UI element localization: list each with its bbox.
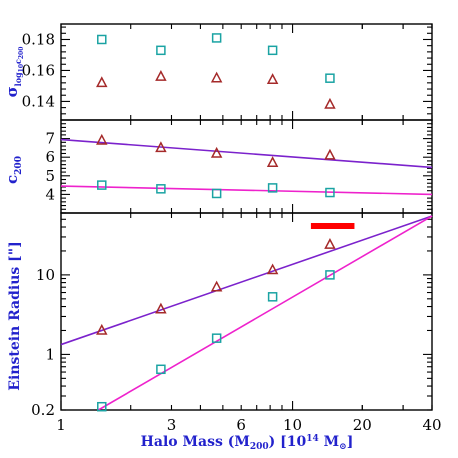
- fit-line-triangle: [60, 138, 433, 169]
- square-marker: [325, 270, 335, 280]
- square-marker: [211, 333, 222, 343]
- square-marker: [211, 188, 222, 199]
- triangle-marker: [266, 73, 279, 84]
- panel-frame-top: [60, 23, 433, 121]
- square-marker: [97, 34, 107, 45]
- square-marker: [267, 183, 278, 193]
- y-tick-label: 1: [45, 345, 55, 363]
- y-tick-label: 10: [36, 266, 55, 284]
- square-marker: [97, 401, 107, 412]
- triangle-marker: [324, 238, 336, 249]
- panel-frame-middle: [60, 119, 433, 214]
- triangle-marker: [210, 146, 223, 158]
- y-tick-label: 0.16: [22, 61, 55, 79]
- fit-line-square: [60, 185, 433, 196]
- square-marker: [97, 180, 107, 190]
- y-tick-label: 4: [45, 185, 55, 203]
- fit-line-triangle: [60, 215, 433, 346]
- x-tick-label: 20: [353, 416, 372, 434]
- y-axis-label-einstein-radius: Einstein Radius ["]: [7, 241, 23, 390]
- triangle-marker: [155, 70, 167, 81]
- y-tick-label: 7: [45, 130, 55, 148]
- square-marker: [325, 187, 335, 198]
- y-tick-label: 0.18: [22, 30, 55, 48]
- square-marker: [156, 184, 166, 194]
- square-marker: [267, 45, 278, 56]
- x-axis-label-halo-mass: Halo Mass (M200) [1014 M⊙]: [141, 434, 354, 452]
- triangle-marker: [266, 263, 279, 275]
- triangle-marker: [155, 302, 167, 314]
- y-tick-label: 0.14: [22, 92, 55, 110]
- triangle-marker: [96, 133, 108, 145]
- triangle-marker: [324, 97, 336, 109]
- x-tick-label: 10: [283, 416, 302, 434]
- y-axis-label-c200: c200: [3, 156, 24, 184]
- y-tick-label: 6: [45, 148, 55, 166]
- red-range-bar: [310, 223, 355, 229]
- triangle-marker: [210, 71, 223, 83]
- triangle-marker: [96, 76, 108, 88]
- square-marker: [267, 292, 278, 302]
- y-tick-label: 0.2: [31, 401, 55, 419]
- x-tick-label: 1: [56, 416, 66, 434]
- panel-frame-bottom: [60, 212, 433, 411]
- square-marker: [156, 45, 166, 56]
- x-tick-label: 3: [167, 416, 177, 434]
- square-marker: [211, 33, 222, 43]
- x-tick-label: 40: [422, 416, 441, 434]
- square-marker: [325, 73, 335, 83]
- triangle-marker: [96, 323, 108, 335]
- triangle-marker: [210, 280, 223, 292]
- triangle-marker: [155, 141, 167, 153]
- triangle-marker: [266, 156, 279, 168]
- triangle-marker: [324, 148, 336, 160]
- fit-line-square: [97, 215, 433, 411]
- x-tick-label: 6: [236, 416, 246, 434]
- y-axis-label-sigma: σlog10c200: [3, 47, 25, 98]
- y-tick-label: 5: [45, 167, 55, 185]
- square-marker: [156, 364, 166, 375]
